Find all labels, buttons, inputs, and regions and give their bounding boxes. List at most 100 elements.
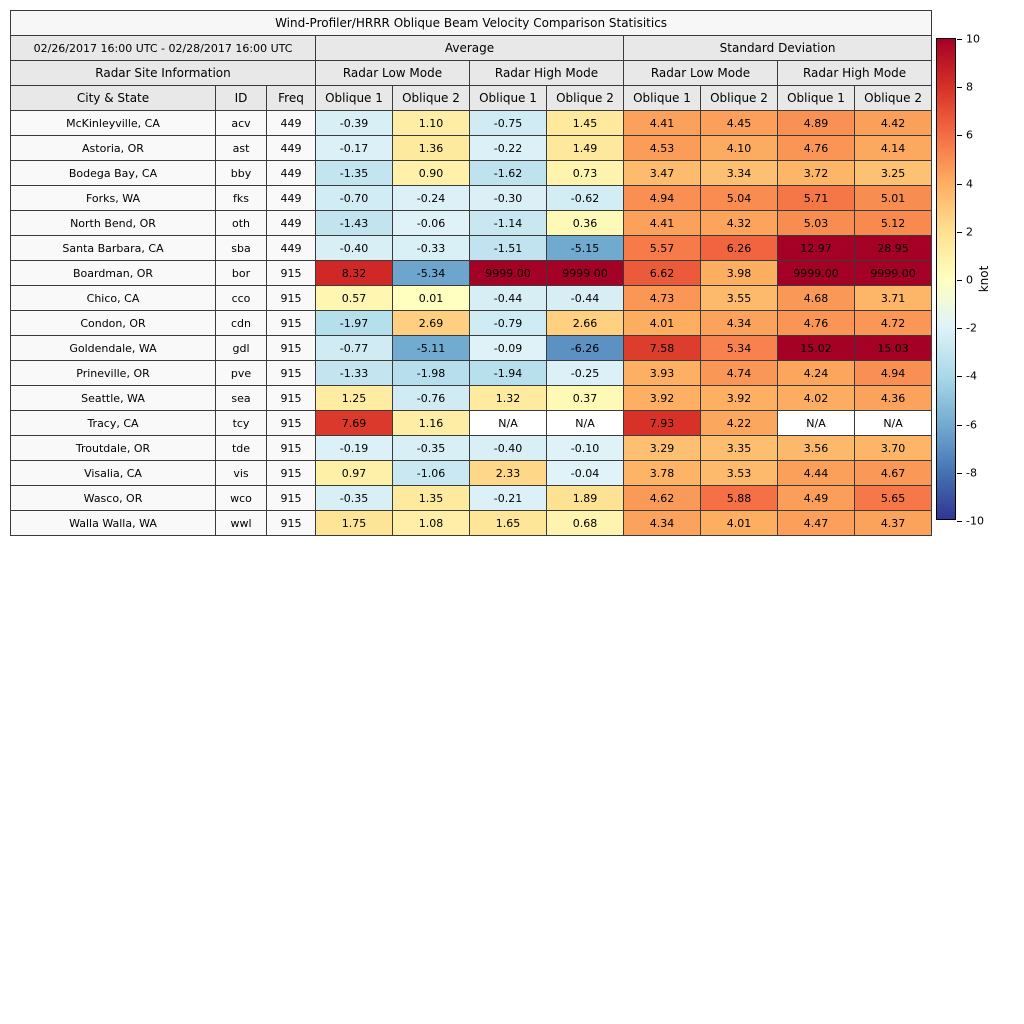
value-cell: 4.42 [853,110,933,136]
colorbar-tick-label: 4 [966,177,973,191]
colorbar-tick [957,521,962,522]
value-cell: 0.68 [546,510,624,536]
value-cell: 4.89 [777,110,855,136]
value-cell: -0.40 [469,435,547,461]
table-row: Forks, WA fks 449 -0.70 -0.24 -0.30 -0.62 4.94 5… [10,185,933,211]
value-cell: 0.37 [546,385,624,411]
value-cell: 5.12 [853,210,933,236]
colorbar-tick-label: -10 [966,514,984,528]
city-cell: Chico, CA [10,285,216,311]
value-cell: -0.35 [315,485,393,511]
colorbar-tick-label: 10 [966,32,980,46]
value-cell: 3.98 [700,260,778,286]
colorbar-tick [957,424,962,426]
value-cell: 0.36 [546,210,624,236]
col-sd-high-oblique1: Oblique 1 [777,85,855,111]
value-cell: 2.66 [546,310,624,336]
colorbar-tick-label: -2 [966,321,977,335]
colorbar-tick-label: -4 [966,369,977,383]
value-cell: 3.70 [853,435,933,461]
value-cell: 4.76 [777,135,855,161]
col-id: ID [215,85,267,111]
value-cell: 1.65 [469,510,547,536]
value-cell: 4.72 [853,310,933,336]
value-cell: 2.33 [469,460,547,486]
colorbar-tick-label: -8 [966,466,977,480]
title-row: Wind-Profiler/HRRR Oblique Beam Velocity… [9,10,933,36]
value-cell: 2.69 [392,310,470,336]
value-cell: 1.08 [392,510,470,536]
value-cell: 1.49 [546,135,624,161]
value-cell: -1.51 [469,235,547,261]
value-cell: 4.49 [777,485,855,511]
value-cell: 0.90 [392,160,470,186]
freq-cell: 449 [266,235,316,261]
id-cell: wwl [215,510,267,536]
value-cell: 6.62 [623,260,701,286]
value-cell: 3.92 [623,385,701,411]
table-row: Chico, CA cco 915 0.57 0.01 -0.44 -0.44 4.73 3.5… [10,285,933,311]
value-cell: 3.55 [700,285,778,311]
value-cell: -0.24 [392,185,470,211]
colorbar-tick-label: 0 [966,273,973,287]
colorbar-tick [957,376,962,378]
colorbar-tick [957,183,962,185]
value-cell: 5.71 [777,185,855,211]
value-cell: 4.36 [853,385,933,411]
freq-cell: 915 [266,410,316,436]
value-cell: 4.22 [700,410,778,436]
value-cell: N/A [853,410,933,436]
value-cell: 7.93 [623,410,701,436]
value-cell: 4.47 [777,510,855,536]
value-cell: 4.74 [700,360,778,386]
city-cell: Astoria, OR [10,135,216,161]
value-cell: -1.43 [315,210,393,236]
value-cell: -0.44 [469,285,547,311]
value-cell: 6.26 [700,235,778,261]
value-cell: 4.01 [700,510,778,536]
id-cell: oth [215,210,267,236]
value-cell: 1.32 [469,385,547,411]
col-avg-low-oblique1: Oblique 1 [315,85,393,111]
value-cell: 9999.00 [469,260,547,286]
freq-cell: 915 [266,510,316,536]
id-cell: tde [215,435,267,461]
city-cell: Walla Walla, WA [10,510,216,536]
city-cell: Troutdale, OR [10,435,216,461]
colorbar-label: knot [977,265,991,293]
colorbar-tick [957,135,962,137]
value-cell: 4.68 [777,285,855,311]
value-cell: -0.44 [546,285,624,311]
id-cell: tcy [215,410,267,436]
table-title: Wind-Profiler/HRRR Oblique Beam Velocity… [9,10,933,36]
value-cell: -0.39 [315,110,393,136]
col-sd-low-oblique2: Oblique 2 [700,85,778,111]
id-cell: bor [215,260,267,286]
city-cell: Boardman, OR [10,260,216,286]
value-cell: 4.32 [700,210,778,236]
freq-cell: 449 [266,185,316,211]
value-cell: 4.73 [623,285,701,311]
city-cell: Santa Barbara, CA [10,235,216,261]
value-cell: 5.57 [623,235,701,261]
colorbar-tick-label: 8 [966,80,973,94]
colorbar: 10 8 6 4 2 0 -2 -4 -6 -8 -10 [936,34,984,527]
table-row: Visalia, CA vis 915 0.97 -1.06 2.33 -0.04 3.78 3… [10,460,933,486]
value-cell: 5.65 [853,485,933,511]
value-cell: 3.92 [700,385,778,411]
value-cell: 4.41 [623,210,701,236]
freq-cell: 915 [266,435,316,461]
colorbar-tick-label: 2 [966,225,973,239]
table-row: Condon, OR cdn 915 -1.97 2.69 -0.79 2.66 4.01 4.… [10,310,933,336]
value-cell: -0.17 [315,135,393,161]
value-cell: 1.25 [315,385,393,411]
table-row: Santa Barbara, CA sba 449 -0.40 -0.33 -1.51 -5… [10,235,933,261]
freq-cell: 915 [266,485,316,511]
freq-cell: 915 [266,360,316,386]
freq-cell: 449 [266,135,316,161]
value-cell: 4.41 [623,110,701,136]
colorbar-gradient [937,39,955,519]
city-cell: North Bend, OR [10,210,216,236]
freq-cell: 915 [266,385,316,411]
